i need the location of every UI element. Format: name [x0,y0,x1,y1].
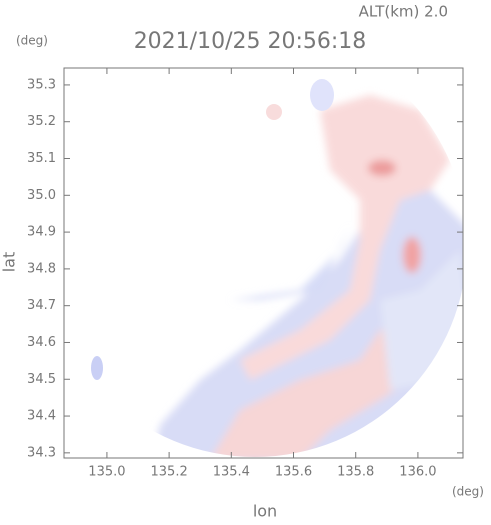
y-tick-label: 34.3 [27,445,56,460]
y-tick-label: 34.8 [27,261,56,276]
y-tick-label: 35.3 [27,77,56,92]
y-tick-label: 35.1 [27,151,56,166]
x-tick-label: 135.8 [337,465,374,480]
plot-frame [63,67,464,459]
y-unit: (deg) [16,34,48,48]
echo-blue [91,356,103,380]
radar-field [91,79,463,457]
y-tick-label: 34.6 [27,335,56,350]
echo-red [240,95,450,380]
chart-title: 2021/10/25 20:56:18 [134,29,367,54]
y-tick-label: 35.0 [27,188,56,203]
echo-blue [230,225,350,300]
x-tick-label: 135.6 [275,465,312,480]
x-tick-label: 135.0 [88,465,125,480]
echo-core [368,160,396,176]
altitude: ALT(km) 2.0 [359,3,448,21]
x-tick-label: 136.0 [399,465,436,480]
y-tick-label: 34.4 [27,409,56,424]
x-axis-label: lon [253,502,277,521]
x-tick-label: 135.4 [213,465,250,480]
echo-red [266,104,282,120]
echo-core [403,237,421,273]
y-tick-label: 34.7 [27,298,56,313]
echo-red [210,300,440,457]
x-unit: (deg) [452,485,484,499]
y-tick-label: 34.5 [27,372,56,387]
y-axis-label: lat [0,252,19,273]
echo-blue [310,79,334,111]
x-tick-label: 135.2 [151,465,188,480]
y-tick-label: 34.9 [27,225,56,240]
y-tick-label: 35.2 [27,114,56,129]
